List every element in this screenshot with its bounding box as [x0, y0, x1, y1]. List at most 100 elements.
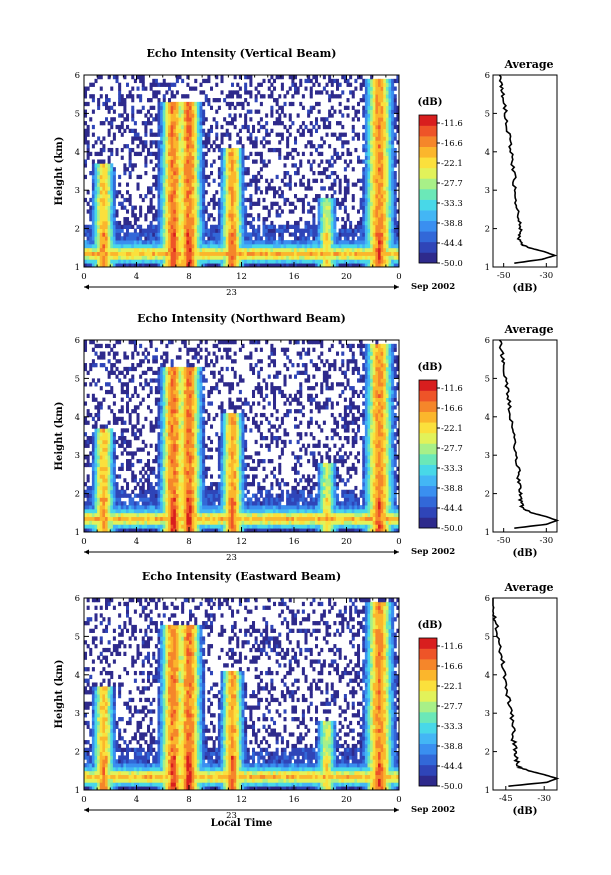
heatmap-cell — [107, 489, 111, 494]
heatmap-cell — [191, 232, 195, 237]
heatmap-cell — [154, 247, 158, 253]
heatmap-cell — [320, 251, 324, 256]
heatmap-cell — [89, 94, 93, 99]
heatmap-cell — [105, 451, 109, 456]
heatmap-cell — [147, 462, 151, 468]
heatmap-cell — [391, 105, 395, 110]
heatmap-cell — [207, 147, 211, 153]
heatmap-cell — [105, 497, 109, 502]
heatmap-cell — [383, 117, 387, 122]
heatmap-cell — [157, 459, 161, 464]
heatmap-cell — [173, 171, 177, 176]
heatmap-cell — [249, 151, 253, 157]
heatmap-cell — [94, 497, 98, 502]
heatmap-cell — [120, 508, 124, 514]
heatmap-cell — [370, 213, 374, 218]
heatmap-cell — [372, 178, 376, 183]
heatmap-cell — [141, 501, 145, 506]
heatmap-cell — [168, 144, 172, 149]
heatmap-cell — [257, 201, 261, 206]
heatmap-cell — [118, 101, 122, 107]
heatmap-cell — [112, 351, 116, 356]
heatmap-cell — [91, 340, 95, 345]
heatmap-cell — [364, 236, 368, 241]
heatmap-cell — [325, 167, 329, 172]
heatmap-cell — [238, 205, 242, 210]
heatmap-cell — [105, 259, 109, 264]
heatmap-cell — [252, 128, 256, 133]
heatmap-cell — [110, 436, 114, 441]
heatmap-cell — [170, 174, 174, 180]
heatmap-cell — [118, 224, 122, 229]
heatmap-cell — [225, 163, 229, 168]
heatmap-cell — [341, 232, 345, 237]
heatmap-cell — [257, 171, 261, 176]
heatmap-cell — [357, 259, 361, 264]
heatmap-cell — [317, 209, 321, 214]
heatmap-cell — [123, 205, 127, 210]
heatmap-cell — [165, 128, 169, 133]
heatmap-cell — [322, 240, 326, 245]
heatmap-cell — [391, 121, 395, 126]
heatmap-cell — [228, 121, 232, 126]
heatmap-cell — [157, 155, 161, 160]
heatmap-cell — [115, 263, 119, 268]
heatmap-cell — [372, 136, 376, 141]
heatmap-cell — [383, 197, 387, 203]
heatmap-cell — [152, 428, 156, 433]
heatmap-cell — [178, 247, 182, 253]
heatmap-cell — [278, 75, 282, 80]
heatmap-cell — [91, 220, 95, 226]
heatmap-cell — [94, 186, 98, 191]
heatmap-cell — [346, 228, 350, 233]
heatmap-cell — [181, 232, 185, 237]
heatmap-cell — [107, 439, 111, 445]
heatmap-cell — [178, 201, 182, 206]
heatmap-cell — [204, 263, 208, 268]
heatmap-cell — [115, 247, 119, 253]
heatmap-cell — [385, 171, 389, 176]
heatmap-cell — [107, 128, 111, 133]
heatmap-cell — [304, 224, 308, 229]
heatmap-cell — [396, 117, 400, 122]
heatmap-cell — [162, 194, 166, 199]
heatmap-cell — [186, 132, 190, 137]
heatmap-cell — [372, 263, 376, 268]
heatmap-cell — [231, 194, 235, 199]
heatmap-cell — [91, 144, 95, 149]
heatmap-cell — [246, 236, 250, 241]
heatmap-cell — [149, 386, 153, 391]
heatmap-cell — [241, 255, 245, 260]
heatmap-cell — [383, 140, 387, 145]
heatmap-cell — [107, 516, 111, 521]
heatmap-cell — [341, 90, 345, 95]
heatmap-cell — [133, 451, 137, 456]
heatmap-cell — [165, 121, 169, 126]
heatmap-cell — [320, 144, 324, 149]
heatmap-cell — [168, 447, 172, 452]
heatmap-cell — [139, 459, 143, 464]
heatmap-cell — [139, 343, 143, 349]
heatmap-cell — [288, 247, 292, 253]
heatmap-cell — [133, 121, 137, 126]
heatmap-cell — [294, 182, 298, 187]
heatmap-cell — [265, 178, 269, 183]
heatmap-cell — [315, 259, 319, 264]
heatmap-cell — [107, 205, 111, 210]
heatmap-cell — [336, 263, 340, 268]
heatmap-cell — [147, 508, 151, 514]
heatmap-cell — [126, 389, 130, 395]
heatmap-cell — [181, 224, 185, 229]
heatmap-cell — [160, 174, 164, 180]
heatmap-cell — [162, 393, 166, 398]
heatmap-cell — [273, 232, 277, 237]
heatmap-cell — [91, 190, 95, 195]
heatmap-cell — [102, 470, 106, 475]
heatmap-cell — [246, 128, 250, 133]
heatmap-cell — [115, 243, 119, 249]
heatmap-cell — [181, 240, 185, 245]
heatmap-cell — [194, 140, 198, 145]
heatmap-cell — [367, 197, 371, 203]
heatmap-cell — [94, 482, 98, 487]
heatmap-cell — [139, 194, 143, 199]
